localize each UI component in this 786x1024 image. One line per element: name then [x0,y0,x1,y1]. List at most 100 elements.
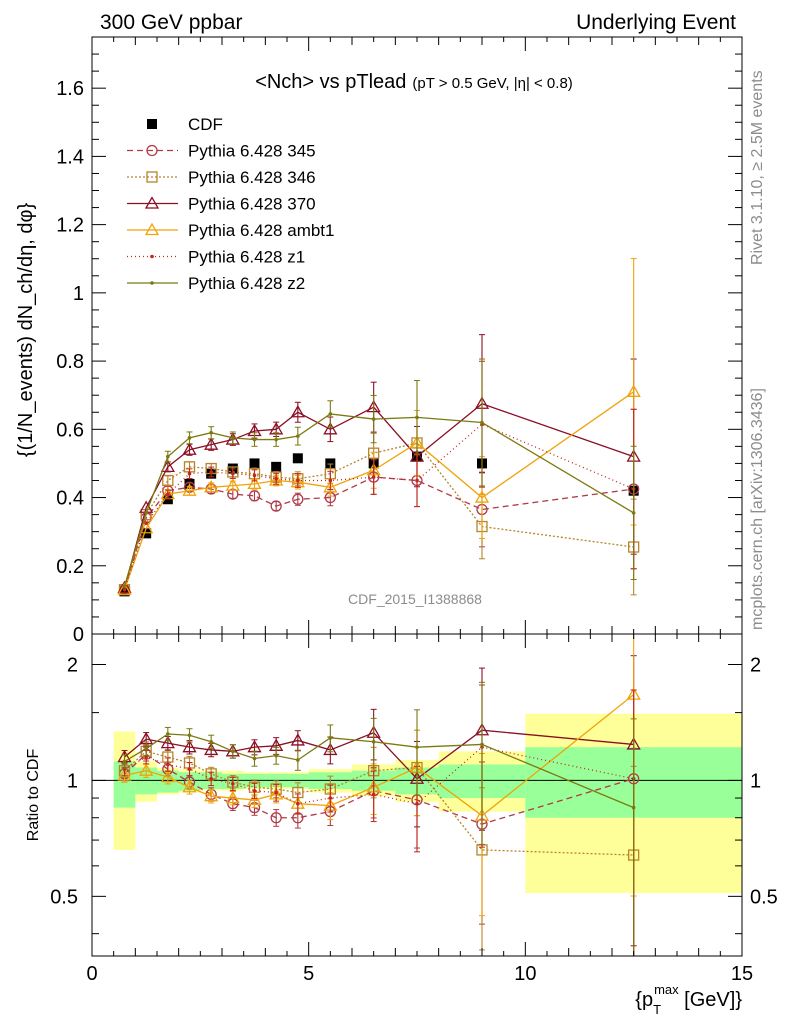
y-tick-label: 1.6 [56,78,84,100]
ratio-plot-ticks: 0.5 0.5 1 1 2 2 0 5 10 15 [50,634,778,985]
data-point [274,437,278,442]
series-pythia-6-428-z1 [122,360,637,592]
data-point [269,473,284,486]
ratio-series-pythia-6-428-z2 [121,681,637,957]
legend-marker [147,119,157,129]
legend-marker [144,196,160,209]
x-axis-label-tail: [GeV]} [679,989,743,1011]
data-point [209,430,213,435]
data-point [204,437,219,450]
ratio-point [166,732,170,736]
y-tick-label: 1.2 [56,215,84,237]
series-pythia-6-428-346 [118,409,640,596]
data-point [270,500,282,512]
ratio-point [144,755,148,759]
series-line [123,476,634,590]
legend-marker [150,254,154,259]
x-axis-label-sup: max [654,982,679,997]
data-point [231,436,235,440]
ratio-point [252,788,257,793]
ratio-y-tick-label: 1 [67,770,78,792]
x-tick-label: 5 [303,963,314,985]
data-point [328,478,333,483]
ratio-point [296,801,300,806]
legend-label: Pythia 6.428 ambt1 [188,221,334,240]
ratio-point [231,781,235,786]
data-point [117,580,132,594]
data-point [122,587,127,592]
ratio-point [328,796,333,800]
data-point [204,479,219,493]
ratio-point [209,739,213,744]
side-label-bottom: mcplots.cern.ch [arXiv:1306.3436] [749,388,766,630]
ratio-point [209,776,213,781]
data-point [144,511,148,515]
data-point [252,437,257,442]
legend-entry: Pythia 6.428 346 [127,168,316,187]
ratio-point [144,746,148,751]
data-point [225,478,240,491]
legend-label: Pythia 6.428 346 [188,168,316,187]
ratio-y-tick-label-right: 2 [750,654,761,676]
data-point [248,490,261,502]
ratio-point [631,805,636,810]
series-pythia-6-428-z2 [122,358,637,589]
data-point [631,511,636,515]
data-point [122,584,127,589]
ratio-point [117,768,132,781]
x-tick-label: 10 [514,963,536,985]
x-axis-label-main: {p [635,989,653,1011]
ratio-point [296,758,300,762]
legend-marker [144,222,160,236]
x-axis-label: {pTmax [GeV]} [635,982,742,1017]
data-point [323,479,338,493]
data-point [162,474,174,487]
ratio-point [160,769,175,783]
data-point [296,434,300,438]
data-point [182,442,197,455]
data-point [415,415,419,420]
legend-entry: Pythia 6.428 z1 [127,248,305,267]
y-tick-label: 1.4 [56,146,84,168]
main-y-axis-label: {(1/N_events) dN_ch/dη, dφ} [15,203,37,458]
legend-entry: Pythia 6.428 345 [127,142,316,161]
ratio-y-tick-label-right: 0.5 [750,886,778,908]
ratio-line [124,694,635,817]
legend-label: Pythia 6.428 370 [188,195,316,214]
ratio-point [166,762,170,767]
ratio-y-axis-label: Ratio to CDF [25,749,42,842]
main-plot-title-main: <Nch> vs pTlead [255,71,406,93]
ratio-point [371,792,376,797]
data-point [231,471,235,476]
main-plot-title: <Nch> vs pTlead (pT > 0.5 GeV, |η| < 0.8) [255,71,573,93]
ratio-point [225,790,240,804]
x-tick-label: 15 [731,963,753,985]
legend: CDF Pythia 6.428 345 Pythia 6.428 346 Pythi… [127,115,334,293]
data-point [144,521,148,525]
ratio-y-tick-label-right: 1 [750,770,761,792]
series-pythia-6-428-370 [117,334,641,594]
legend-label: CDF [188,115,223,134]
legend-entry: CDF [147,115,223,134]
ratio-point [415,801,419,806]
series-line [123,413,634,587]
data-point [371,417,376,421]
watermark: CDF_2015_I1388868 [348,591,482,607]
series-pythia-6-428-345 [118,408,640,596]
ratio-point [328,736,333,740]
ratio-point [247,792,262,806]
data-point [182,483,197,496]
ratio-point [252,756,257,761]
ratio-point [187,767,192,771]
ratio-point [139,763,154,776]
data-point [474,490,490,503]
data-point [271,461,282,472]
ratio-point [415,745,419,749]
legend-entry: Pythia 6.428 370 [127,195,316,214]
data-point [274,476,278,481]
data-point [325,458,336,469]
ratio-point [160,735,175,749]
ratio-point [290,733,305,746]
ratio-point [231,749,235,754]
